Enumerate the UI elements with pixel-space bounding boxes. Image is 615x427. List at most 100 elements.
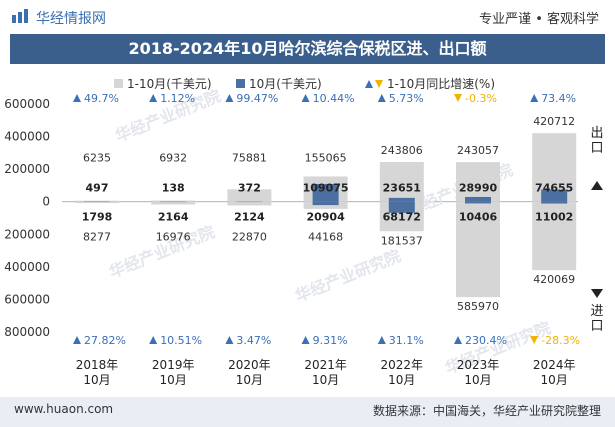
growth-up-arrow-icon <box>301 94 310 102</box>
growth-up-arrow-icon <box>73 336 81 344</box>
legend: 1-10月(千美元) 10月(千美元) 1-10月同比增速(%) <box>114 77 495 91</box>
label-cumulative-import: 420069 <box>533 273 575 286</box>
bar-monthly-import <box>465 201 491 204</box>
bar-cumulative-import <box>75 201 119 204</box>
label-cumulative-import: 44168 <box>308 231 343 244</box>
bar-cumulative-import <box>151 201 196 205</box>
bar-monthly-import <box>541 201 568 204</box>
bar-monthly-export <box>465 196 491 202</box>
label-monthly-import: 10406 <box>459 211 498 224</box>
legend-down-arrow-icon <box>375 80 383 88</box>
label-cumulative-export: 75881 <box>232 152 267 165</box>
label-cumulative-export: 243806 <box>381 144 423 157</box>
x-tick-label: 10月 <box>236 373 263 387</box>
x-axis: 2018年10月2019年10月2020年10月2021年10月2022年10月… <box>76 358 576 387</box>
footer <box>0 397 615 427</box>
x-tick-label: 10月 <box>388 373 415 387</box>
y-tick-label: 200000 <box>4 227 50 241</box>
side-label-import-char: 口 <box>590 319 603 334</box>
bar-cumulative-export <box>75 200 119 202</box>
legend-label: 10月(千美元) <box>249 77 322 91</box>
legend-up-arrow-icon <box>365 80 373 88</box>
side-label-export-char: 口 <box>590 141 603 156</box>
growth-up-arrow-icon <box>149 94 158 102</box>
x-tick-label: 2023年 <box>457 358 500 372</box>
y-tick-label: 600000 <box>4 97 50 111</box>
bar-cumulative-export <box>227 189 272 202</box>
brand-logo-icon <box>12 9 28 23</box>
label-monthly-export: 109075 <box>303 182 349 195</box>
chart: 1-10月(千美元) 10月(千美元) 1-10月同比增速(%) 600000 400… <box>4 77 603 387</box>
side-label-import-char: 进 <box>590 304 603 319</box>
bar-cumulative-export <box>151 200 196 202</box>
label-cumulative-export: 155065 <box>305 152 347 165</box>
import-down-triangle-icon <box>591 289 603 298</box>
growth-export-label: 49.7% <box>84 92 119 105</box>
growth-up-arrow-icon <box>73 94 81 102</box>
legend-label: 1-10月同比增速(%) <box>387 77 495 91</box>
bar-monthly-export <box>541 189 568 202</box>
y-tick-label: 400000 <box>4 260 50 274</box>
label-cumulative-export: 6235 <box>83 152 111 165</box>
bar-cumulative-export <box>456 162 500 202</box>
growth-up-arrow-icon <box>454 336 462 344</box>
growth-down-arrow-icon <box>530 336 539 344</box>
y-tick-label: 600000 <box>4 292 50 306</box>
legend-label: 1-10月(千美元) <box>127 77 212 91</box>
export-up-triangle-icon <box>591 181 603 190</box>
label-monthly-export: 23651 <box>383 182 421 195</box>
bar-cumulative-import <box>227 201 272 206</box>
bar-monthly-import <box>312 201 339 206</box>
label-cumulative-export: 243057 <box>457 144 499 157</box>
growth-up-arrow-icon <box>377 336 386 344</box>
growth-markers: 49.7% 27.82% 1.12% 10.51% 99.47% 3.47% 10.44% 9… <box>73 92 580 347</box>
brand-name: 华经情报网 <box>36 11 106 27</box>
data-source: 数据来源：中国海关，华经产业研究院整理 <box>372 404 601 418</box>
growth-export-label: 1.12% <box>160 92 195 105</box>
label-cumulative-import: 585970 <box>457 300 499 313</box>
y-tick-label: 800000 <box>4 325 50 339</box>
bar-cumulative-import <box>456 201 500 298</box>
growth-import-label: 3.47% <box>236 334 271 347</box>
x-tick-label: 10月 <box>312 373 339 387</box>
bar-monthly-export <box>312 183 339 202</box>
label-monthly-import: 68172 <box>383 211 421 224</box>
x-tick-label: 2019年 <box>152 358 195 372</box>
top-bar: 华经情报网 专业严谨 • 客观科学 <box>0 0 615 32</box>
bars <box>75 133 577 298</box>
bar-cumulative-import <box>532 201 577 271</box>
label-cumulative-export: 420712 <box>533 115 575 128</box>
tagline: 专业严谨 • 客观科学 <box>479 12 599 27</box>
growth-import-label: 10.51% <box>160 334 202 347</box>
growth-import-label: 230.4% <box>465 334 507 347</box>
growth-import-label: 9.31% <box>313 334 348 347</box>
x-tick-label: 10月 <box>464 373 491 387</box>
growth-up-arrow-icon <box>225 94 234 102</box>
site-url: www.huaon.com <box>14 402 114 416</box>
growth-export-label: 10.44% <box>313 92 355 105</box>
bar-monthly-export <box>388 197 415 202</box>
chart-title: 2018-2024年10月哈尔滨综合保税区进、出口额 <box>128 39 487 58</box>
growth-export-label: 99.47% <box>236 92 278 105</box>
bar-cumulative-export <box>379 162 424 202</box>
legend-swatch-cumulative <box>114 79 123 88</box>
data-labels: 6235 497 1798 8277 6932 138 2164 16976 75881 372 2… <box>82 115 576 313</box>
watermark-text: 华经产业研究院 <box>292 246 403 306</box>
growth-up-arrow-icon <box>301 336 310 344</box>
x-tick-label: 10月 <box>160 373 187 387</box>
label-cumulative-import: 8277 <box>83 231 111 244</box>
label-monthly-export: 28990 <box>459 182 498 195</box>
label-monthly-import: 1798 <box>82 211 113 224</box>
label-monthly-import: 2164 <box>158 211 189 224</box>
growth-up-arrow-icon <box>149 336 158 344</box>
title-bar: 2018-2024年10月哈尔滨综合保税区进、出口额 <box>10 34 605 64</box>
label-monthly-export: 497 <box>86 182 109 195</box>
label-monthly-import: 20904 <box>306 211 345 224</box>
bar-cumulative-import <box>303 201 348 209</box>
label-cumulative-import: 22870 <box>232 231 267 244</box>
y-tick-label: 0 <box>42 195 50 209</box>
x-tick-label: 10月 <box>541 373 568 387</box>
x-tick-label: 2021年 <box>304 358 347 372</box>
label-monthly-export: 372 <box>238 182 261 195</box>
